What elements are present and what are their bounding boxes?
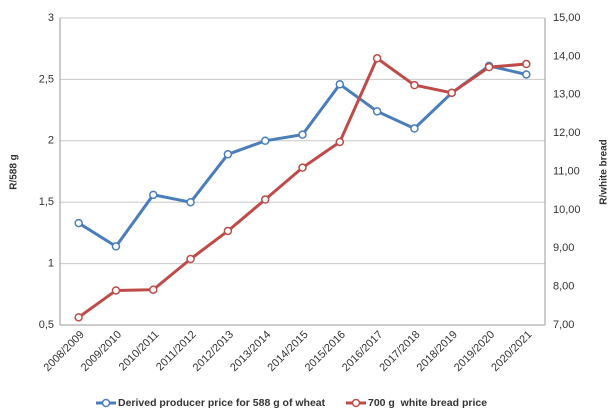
data-point [74, 218, 83, 228]
data-point [522, 59, 531, 69]
data-point [111, 286, 121, 295]
data-point [410, 124, 419, 133]
data-point [372, 107, 382, 116]
data-point [335, 137, 345, 147]
y-tick-label: 1,5 [39, 196, 54, 208]
data-point [522, 70, 531, 79]
data-point [298, 163, 307, 172]
legend-label: 700 g white bread price [368, 397, 487, 409]
data-point [149, 285, 158, 294]
data-point [149, 190, 158, 200]
data-point [260, 195, 270, 204]
y2-tick-label: 10,00 [553, 204, 581, 216]
legend-marker [351, 398, 361, 408]
data-point [410, 80, 419, 90]
data-point [260, 136, 270, 146]
y-tick-label: 2 [48, 135, 54, 147]
y2-axis-title: R/white bread [599, 139, 610, 205]
y2-tick-label: 8,00 [553, 281, 574, 293]
y-axis-title: R/588 g [9, 154, 20, 190]
data-point [111, 242, 121, 251]
data-point [372, 54, 382, 63]
data-point [223, 226, 233, 236]
x-tick-label: 2020/2021 [489, 329, 534, 374]
y2-tick-label: 12,00 [553, 127, 581, 139]
y2-tick-label: 13,00 [553, 89, 581, 101]
y2-tick-label: 11,00 [553, 165, 580, 177]
data-point [447, 88, 456, 98]
data-point [186, 197, 195, 207]
y-tick-label: 3 [48, 12, 54, 24]
y-tick-label: 2,5 [39, 73, 54, 85]
data-point [298, 130, 307, 139]
legend-label: Derived producer price for 588 g of whea… [118, 397, 326, 409]
series-line [77, 64, 527, 249]
y2-tick-label: 15,00 [553, 12, 581, 24]
y-tick-label: 1 [48, 258, 54, 270]
data-point [223, 150, 233, 159]
y2-tick-label: 7,00 [553, 319, 574, 331]
y-tick-label: 0,5 [39, 319, 54, 331]
series-line [77, 55, 527, 319]
legend-marker [101, 398, 111, 408]
data-point [335, 80, 345, 89]
data-point [484, 62, 494, 72]
data-point [186, 254, 195, 264]
y2-tick-label: 9,00 [553, 242, 574, 254]
x-tick-label: 2009/2010 [79, 329, 124, 374]
y2-tick-label: 14,00 [553, 50, 581, 62]
data-point [74, 313, 83, 322]
